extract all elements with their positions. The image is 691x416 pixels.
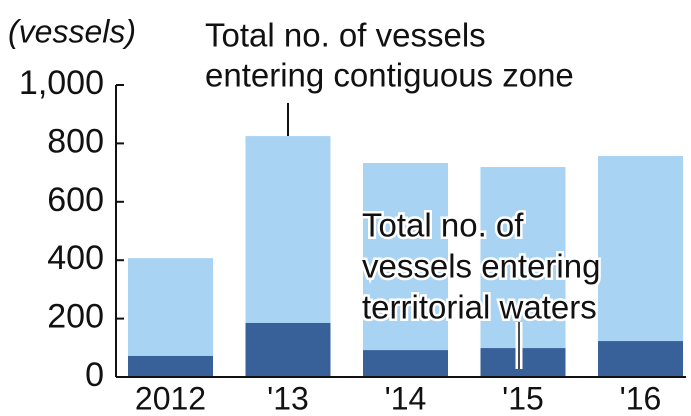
y-tick-label: 600: [47, 181, 104, 219]
x-tick-label: 2012: [135, 380, 206, 416]
unit-label: (vessels): [8, 13, 136, 49]
bar: [128, 355, 213, 377]
bar: [480, 348, 566, 377]
x-tick-label: '14: [385, 380, 427, 416]
y-tick-label: 800: [47, 122, 104, 160]
legend-label: territorial waters: [362, 289, 597, 326]
y-tick-label: 1,000: [19, 64, 104, 102]
legend-label: Total no. of: [362, 207, 524, 244]
legend-label: vessels entering: [362, 248, 600, 285]
bar: [245, 322, 331, 377]
y-tick-label: 200: [47, 298, 104, 336]
bar: [598, 341, 683, 377]
legend-label: entering contiguous zone: [205, 57, 574, 94]
bar: [363, 162, 448, 377]
y-tick-label: 400: [47, 239, 104, 277]
x-tick-label: '15: [502, 380, 544, 416]
legend-label: Total no. of vessels: [205, 17, 486, 54]
x-tick-label: '16: [620, 380, 662, 416]
bar: [480, 167, 566, 377]
bar: [363, 350, 448, 377]
y-tick-label: 0: [85, 356, 104, 394]
x-tick-label: '13: [267, 380, 309, 416]
bar: [598, 155, 683, 377]
